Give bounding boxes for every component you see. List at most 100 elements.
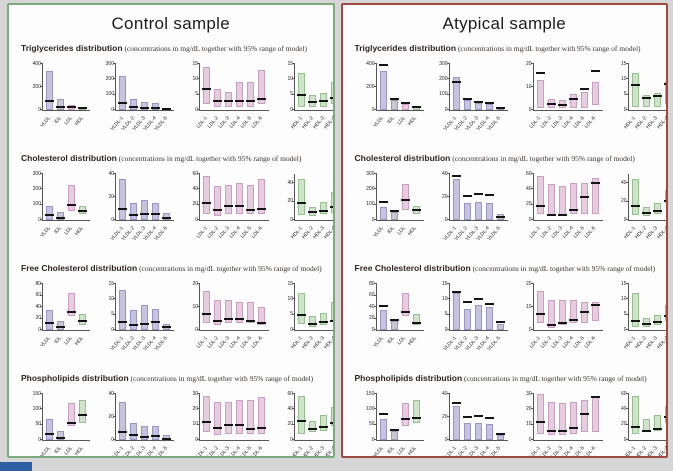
range-bar <box>163 213 170 220</box>
panel-rows: Triglycerides distribution (concentratio… <box>343 38 667 456</box>
y-tick-label: 15 <box>108 280 114 287</box>
y-tick-label: 40 <box>108 390 114 397</box>
y-tick-label: 40 <box>620 405 627 412</box>
y-tick-mark <box>446 329 450 330</box>
range-bar <box>203 175 210 214</box>
y-tick-mark <box>446 78 450 80</box>
charts-wrap: 020406080VLDLIDLLDLHDL051015VLDL-1VLDL-2… <box>19 278 333 360</box>
plot-area: 020406080VLDLIDLLDLHDL <box>369 281 424 349</box>
measured-value-marker <box>473 298 483 301</box>
y-tick-label: 20 <box>108 413 114 420</box>
y-tick-label: 20 <box>525 201 532 208</box>
y-tick-label: 40 <box>441 170 448 177</box>
range-bar <box>141 200 148 220</box>
measured-value-marker <box>246 319 255 322</box>
measured-value-marker <box>56 436 65 439</box>
y-tick-mark <box>197 393 200 394</box>
range-bar <box>258 70 265 104</box>
y-tick-label: 40 <box>620 179 627 186</box>
y-tick-mark <box>373 306 377 307</box>
range-bar <box>298 178 305 216</box>
range-bar <box>320 313 327 326</box>
y-tick-mark <box>292 200 295 202</box>
y-tick-label: 30 <box>192 390 198 397</box>
measured-value-marker <box>630 205 640 208</box>
y-tick-label: 5 <box>280 92 293 97</box>
measured-value-marker <box>546 103 556 106</box>
row-title: Free Cholesterol distribution (concentra… <box>355 258 663 276</box>
measured-value-marker <box>630 84 640 87</box>
y-tick-mark <box>530 393 534 394</box>
y-tick-mark <box>373 63 377 64</box>
measured-value-marker <box>297 313 306 316</box>
measured-value-marker <box>590 303 600 306</box>
chart-row-cholesterol: Cholesterol distribution (concentrations… <box>353 148 667 250</box>
range-bar <box>653 415 661 431</box>
measured-value-marker <box>378 304 388 307</box>
chart-row-free-cholesterol: Free Cholesterol distribution (concentra… <box>353 258 667 360</box>
range-bar <box>558 403 566 436</box>
measured-value-marker <box>535 72 545 75</box>
range-bar <box>463 422 471 440</box>
row-title: Triglycerides distribution (concentratio… <box>355 38 663 56</box>
plot-area: 0100200300VLDLIDLLDLHDL <box>33 171 90 239</box>
y-tick-mark <box>625 329 629 330</box>
measured-value-marker <box>663 416 667 418</box>
measured-value-marker <box>224 205 233 208</box>
y-tick-mark <box>373 439 377 440</box>
y-tick-mark <box>446 196 450 197</box>
range-bar <box>320 201 327 215</box>
y-tick-label: 80 <box>368 280 375 287</box>
range-bar <box>46 418 53 440</box>
measured-value-marker <box>641 211 651 214</box>
y-tick-mark <box>530 283 534 284</box>
y-tick-label: 200 <box>366 83 375 90</box>
range-bar <box>152 308 159 330</box>
range-bar <box>485 202 493 220</box>
range-bar <box>536 290 544 324</box>
y-tick-label: 0 <box>362 217 375 223</box>
range-bar <box>258 307 265 326</box>
charts-wrap: 0100200300VLDLIDLLDLHDL02040VLDL-1VLDL-2… <box>353 168 667 250</box>
y-tick-mark <box>373 408 377 410</box>
y-tick-label: 20 <box>525 405 532 412</box>
y-tick-mark <box>40 317 43 319</box>
y-tick-label: 15 <box>620 280 627 287</box>
y-tick-label: 5 <box>101 312 114 317</box>
measured-value-marker <box>235 423 244 426</box>
row-subtitle-text: (concentrations in mg/dL together with 9… <box>462 374 647 383</box>
y-tick-label: 100 <box>366 405 375 412</box>
y-tick-label: 150 <box>366 390 375 397</box>
y-tick-mark <box>197 173 200 174</box>
y-tick-label: 150 <box>32 390 41 397</box>
y-tick-mark <box>446 393 450 394</box>
y-tick-mark <box>40 283 43 284</box>
measured-value-marker <box>641 429 651 432</box>
y-tick-mark <box>292 182 295 184</box>
measured-value-marker <box>568 97 578 100</box>
measured-value-marker <box>45 100 54 103</box>
row-title: Phospholipids distribution (concentratio… <box>355 368 663 386</box>
y-tick-mark <box>113 393 116 394</box>
charts-wrap: 0200400VLDLIDLLDLHDL0100200300VLDL-1VLDL… <box>19 58 333 140</box>
measured-value-marker <box>535 420 545 423</box>
range-bar <box>631 73 639 107</box>
y-tick-mark <box>113 416 116 417</box>
range-bar <box>536 175 544 214</box>
row-title: Cholesterol distribution (concentrations… <box>355 148 663 166</box>
y-tick-mark <box>292 439 295 440</box>
x-tick-label: VLDL <box>38 445 52 458</box>
range-bar <box>141 305 148 330</box>
y-tick-label: 20 <box>525 60 532 67</box>
range-bar <box>225 401 232 434</box>
